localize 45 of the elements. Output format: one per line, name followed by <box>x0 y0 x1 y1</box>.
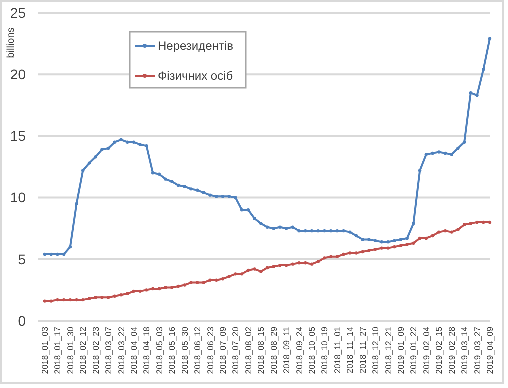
legend-label: Нерезидентів <box>158 39 234 54</box>
x-tick-label: 2018_06_23 <box>205 326 216 374</box>
x-tick-label: 2019_01_09 <box>396 326 406 374</box>
y-tick-label: 25 <box>10 4 26 21</box>
x-tick-label: 2018_02_23 <box>90 326 101 374</box>
x-tick-label: 2018_04_04 <box>129 326 139 374</box>
x-tick-label: 2018_05_30 <box>180 326 190 374</box>
x-tick-label: 2018_11_01 <box>332 326 342 374</box>
x-tick-label: 2018_02_12 <box>78 326 88 374</box>
x-tick-label: 2018_01_17 <box>52 326 63 374</box>
x-tick-label: 2018_12_10 <box>370 326 381 374</box>
x-tick-label: 2019_03_27 <box>472 326 482 374</box>
y-tick-label: 20 <box>10 66 26 82</box>
x-tick-label: 2018_11_27 <box>358 326 368 374</box>
x-tick-label: 2018_08_29 <box>268 326 279 374</box>
x-tick-label: 2018_10_19 <box>320 326 330 374</box>
x-tick-label: 2019_02_04 <box>421 326 432 374</box>
x-tick-label: 2018_08_02 <box>243 326 254 374</box>
legend-label: Фізичних осіб <box>158 69 234 84</box>
x-tick-label: 2018_10_05 <box>307 326 317 374</box>
x-tick-label: 2018_11_14 <box>345 326 356 374</box>
x-tick-label: 2018_09_24 <box>294 326 304 374</box>
x-tick-label: 2019_04_09 <box>485 326 495 374</box>
x-tick-label: 2018_01_30 <box>65 326 76 374</box>
x-tick-label: 2018_08_15 <box>256 326 266 374</box>
y-tick-label: 15 <box>10 128 26 144</box>
y-axis-title: billions <box>6 28 17 58</box>
x-tick-label: 2018_04_18 <box>142 326 152 374</box>
x-tick-label: 2018_03_07 <box>104 326 114 374</box>
x-tick-label: 2018_01_03 <box>40 326 50 374</box>
x-tick-label: 2018_05_03 <box>154 326 164 374</box>
x-tick-label: 2019_03_14 <box>460 326 470 374</box>
y-tick-label: 0 <box>18 312 26 329</box>
x-tick-label: 2018_07_09 <box>218 326 228 374</box>
x-tick-label: 2019_02_15 <box>434 326 444 374</box>
y-tick-label: 10 <box>10 190 26 206</box>
x-tick-label: 2018_06_12 <box>192 326 203 374</box>
x-tick-label: 2019_01_22 <box>408 326 419 374</box>
x-tick-label: 2018_05_16 <box>167 326 178 374</box>
x-tick-label: 2018_03_22 <box>116 326 126 374</box>
y-tick-label: 5 <box>18 251 26 268</box>
x-tick-label: 2018_09_11 <box>282 326 292 374</box>
x-tick-label: 2019_02_28 <box>446 326 457 374</box>
x-tick-label: 2018_07_20 <box>230 326 241 374</box>
x-tick-label: 2018_12_21 <box>383 326 394 374</box>
